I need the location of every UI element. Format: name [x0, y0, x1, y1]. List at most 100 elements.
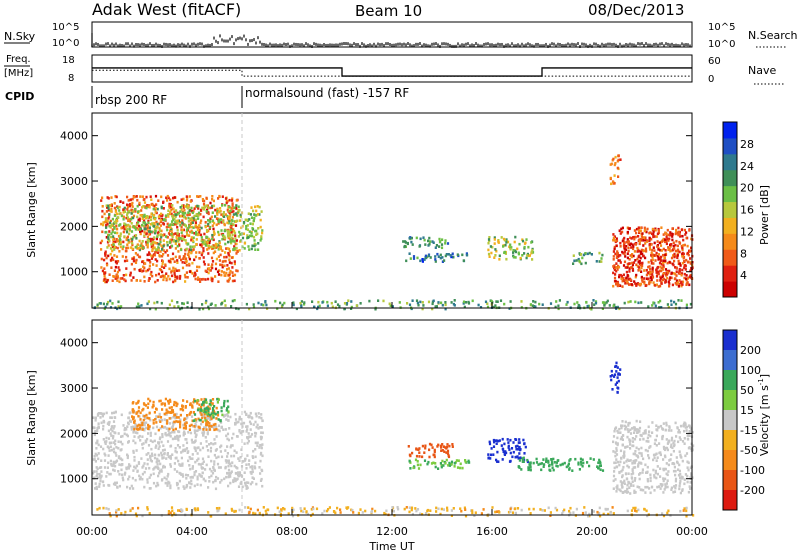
- echo-cell: [167, 455, 170, 458]
- echo-cell: [592, 458, 595, 461]
- echo-cell: [218, 195, 221, 198]
- echo-cell: [154, 280, 157, 284]
- echo-cell: [627, 240, 630, 243]
- echo-cell: [446, 452, 450, 455]
- echo-cell: [196, 483, 199, 486]
- echo-cell: [188, 248, 191, 251]
- echo-cell: [110, 266, 113, 269]
- echo-cell: [143, 219, 146, 222]
- echo-cell: [662, 422, 665, 425]
- echo-cell: [684, 454, 687, 458]
- echo-cell: [252, 456, 255, 459]
- echo-cell: [181, 211, 184, 215]
- echo-cell: [659, 424, 663, 428]
- echo-cell: [638, 473, 641, 476]
- echo-cell: [141, 423, 144, 427]
- echo-cell: [615, 370, 618, 373]
- echo-cell: [204, 244, 207, 247]
- echo-cell: [212, 442, 215, 446]
- echo-cell: [675, 239, 678, 243]
- echo-cell: [416, 256, 419, 260]
- echo-cell: [188, 455, 191, 459]
- echo-cell: [665, 482, 668, 485]
- echo-cell: [131, 208, 134, 212]
- echo-cell: [130, 484, 133, 488]
- echo-cell: [642, 437, 645, 441]
- echo-cell: [427, 460, 430, 464]
- echo-cell: [111, 217, 114, 221]
- echo-cell: [668, 284, 671, 288]
- echo-cell: [631, 269, 635, 272]
- echo-cell: [646, 449, 649, 453]
- echo-cell: [504, 252, 507, 255]
- echo-cell: [119, 223, 122, 226]
- echo-cell: [688, 430, 691, 433]
- echo-cell: [155, 425, 159, 429]
- echo-cell: [462, 259, 465, 262]
- echo-cell: [199, 233, 203, 237]
- echo-cell: [633, 491, 636, 494]
- echo-cell: [648, 487, 651, 490]
- echo-cell: [501, 437, 504, 441]
- echo-cell: [201, 467, 204, 470]
- echo-cell: [323, 509, 326, 513]
- echo-cell: [163, 452, 166, 455]
- echo-cell: [168, 267, 171, 271]
- echo-cell: [173, 413, 177, 416]
- echo-cell: [361, 511, 364, 514]
- echo-cell: [208, 267, 211, 270]
- echo-cell: [150, 257, 154, 260]
- echo-cell: [235, 252, 238, 255]
- echo-cell: [142, 246, 145, 250]
- echo-cell: [239, 213, 242, 217]
- echo-cell: [144, 206, 147, 209]
- echo-cell: [195, 214, 198, 218]
- echo-cell: [260, 413, 263, 416]
- echo-cell: [636, 485, 639, 489]
- echo-cell: [176, 483, 179, 487]
- echo-cell: [190, 225, 193, 229]
- echo-cell: [162, 249, 165, 252]
- echo-cell: [509, 247, 512, 251]
- echo-cell: [145, 413, 148, 417]
- echo-cell: [189, 486, 192, 489]
- echo-cell: [486, 302, 489, 305]
- echo-cell: [498, 254, 501, 258]
- echo-cell: [224, 304, 227, 307]
- echo-cell: [642, 432, 645, 435]
- echo-cell: [184, 425, 187, 428]
- echo-cell: [405, 259, 408, 263]
- echo-cell: [662, 491, 665, 494]
- echo-cell: [122, 424, 125, 427]
- echo-cell: [134, 252, 137, 255]
- echo-cell: [428, 236, 431, 240]
- echo-cell: [627, 472, 630, 475]
- echo-cell: [130, 217, 133, 221]
- echo-cell: [253, 239, 256, 242]
- echo-cell: [161, 274, 164, 278]
- echo-cell: [235, 472, 238, 475]
- echo-cell: [641, 236, 644, 239]
- echo-cell: [653, 249, 656, 252]
- echo-cell: [164, 218, 167, 222]
- echo-cell: [612, 271, 615, 275]
- echo-cell: [118, 473, 121, 476]
- echo-cell: [648, 231, 651, 235]
- echo-cell: [232, 213, 235, 216]
- echo-cell: [171, 421, 174, 425]
- echo-cell: [524, 445, 527, 449]
- echo-cell: [653, 489, 656, 492]
- echo-cell: [126, 224, 129, 227]
- echo-cell: [613, 245, 616, 249]
- echo-cell: [106, 445, 109, 448]
- echo-cell: [259, 453, 262, 456]
- echo-cell: [243, 242, 246, 245]
- echo-cell: [623, 236, 626, 240]
- echo-cell: [114, 260, 117, 263]
- echo-cell: [471, 511, 474, 515]
- echo-cell: [169, 455, 172, 459]
- echo-cell: [232, 210, 235, 213]
- echo-cell: [633, 437, 637, 441]
- echo-cell: [226, 414, 229, 418]
- echo-cell: [659, 487, 662, 490]
